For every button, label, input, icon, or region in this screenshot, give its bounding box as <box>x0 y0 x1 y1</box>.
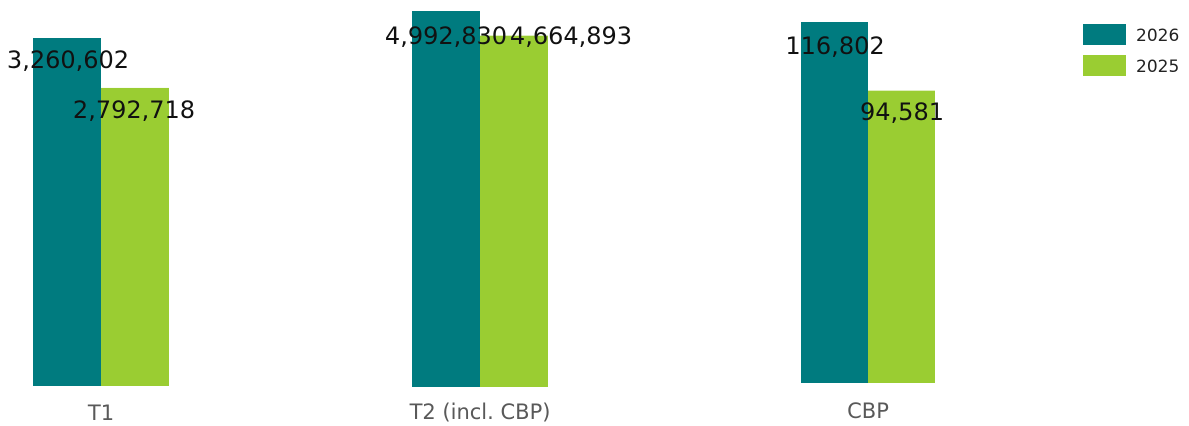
category-label-t2-incl-cbp: T2 (incl. CBP) <box>409 400 551 424</box>
bar-t1-2025[interactable] <box>101 87 169 386</box>
bar-t2-incl-cbp-2025[interactable] <box>480 35 548 387</box>
data-label-cbp-2026: 116,802 <box>785 32 884 60</box>
legend-label-2025: 2025 <box>1136 57 1179 77</box>
legend-label-2026: 2026 <box>1136 26 1179 46</box>
category-label-t1: T1 <box>87 401 114 425</box>
data-label-t1-2026: 3,260,602 <box>7 46 129 74</box>
bar-cbp-2025[interactable] <box>868 90 935 383</box>
legend-swatch-2026 <box>1083 24 1126 45</box>
data-label-t1-2025: 2,792,718 <box>73 96 195 124</box>
category-label-cbp: CBP <box>847 399 889 423</box>
bar-cbp-2026[interactable] <box>801 22 868 383</box>
bar-t1-2026[interactable] <box>33 38 101 386</box>
data-label-t2-incl-cbp-2026: 4,992,830 <box>385 22 507 50</box>
data-label-t2-incl-cbp-2025: 4,664,893 <box>510 22 632 50</box>
data-label-cbp-2025: 94,581 <box>860 98 944 126</box>
legend-swatch-2025 <box>1083 55 1126 76</box>
bar-t2-incl-cbp-2026[interactable] <box>412 11 480 387</box>
